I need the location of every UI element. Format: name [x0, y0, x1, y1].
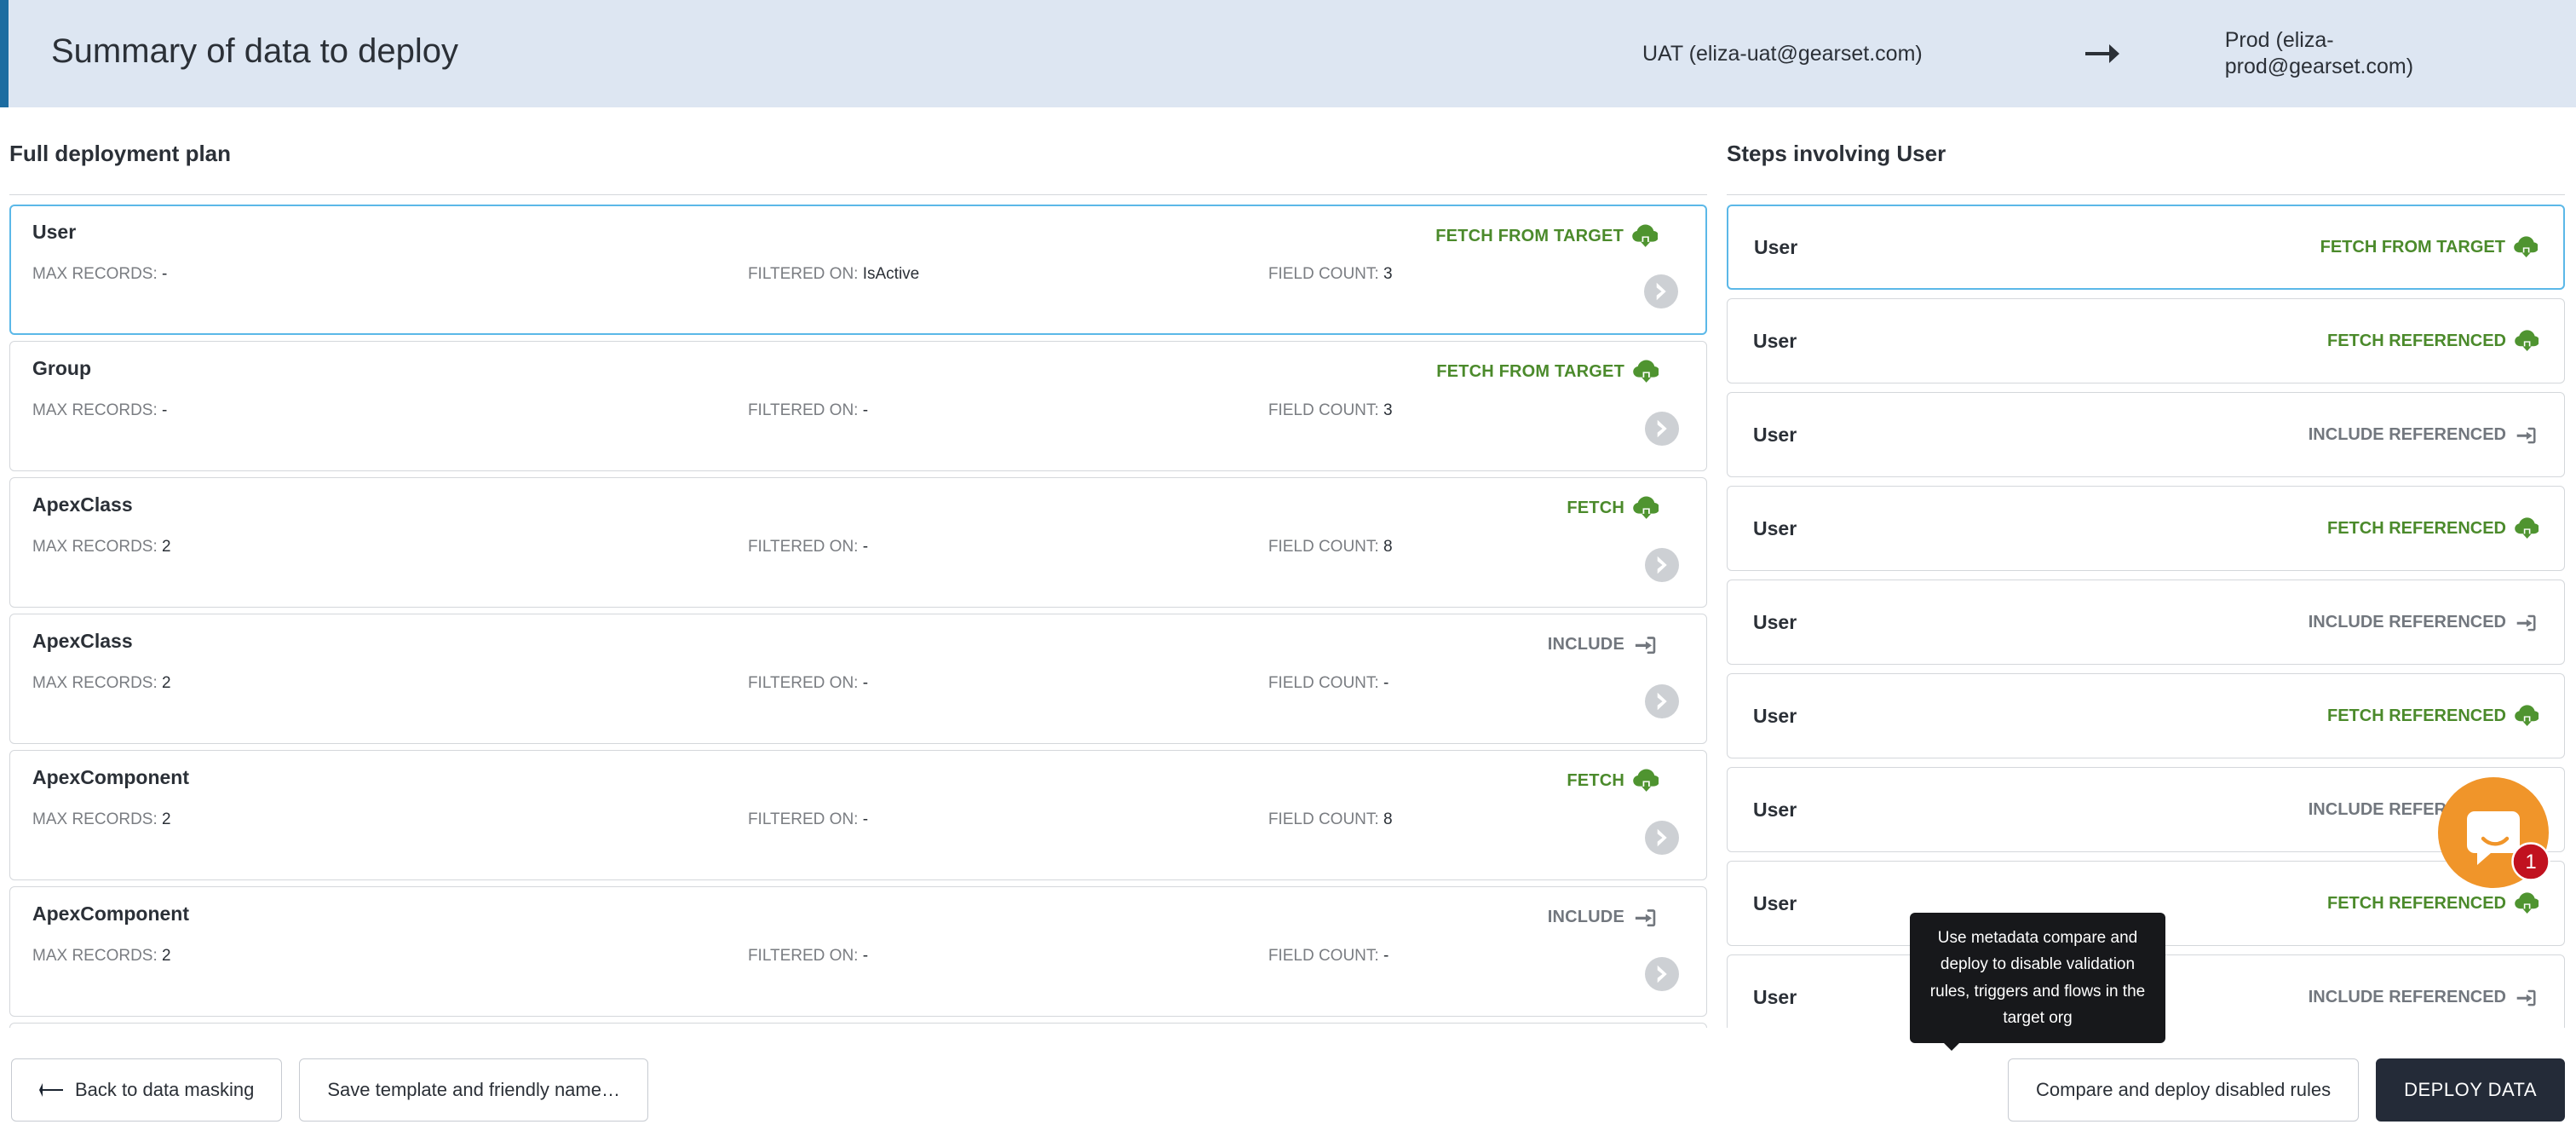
- svg-text:1: 1: [2525, 851, 2536, 874]
